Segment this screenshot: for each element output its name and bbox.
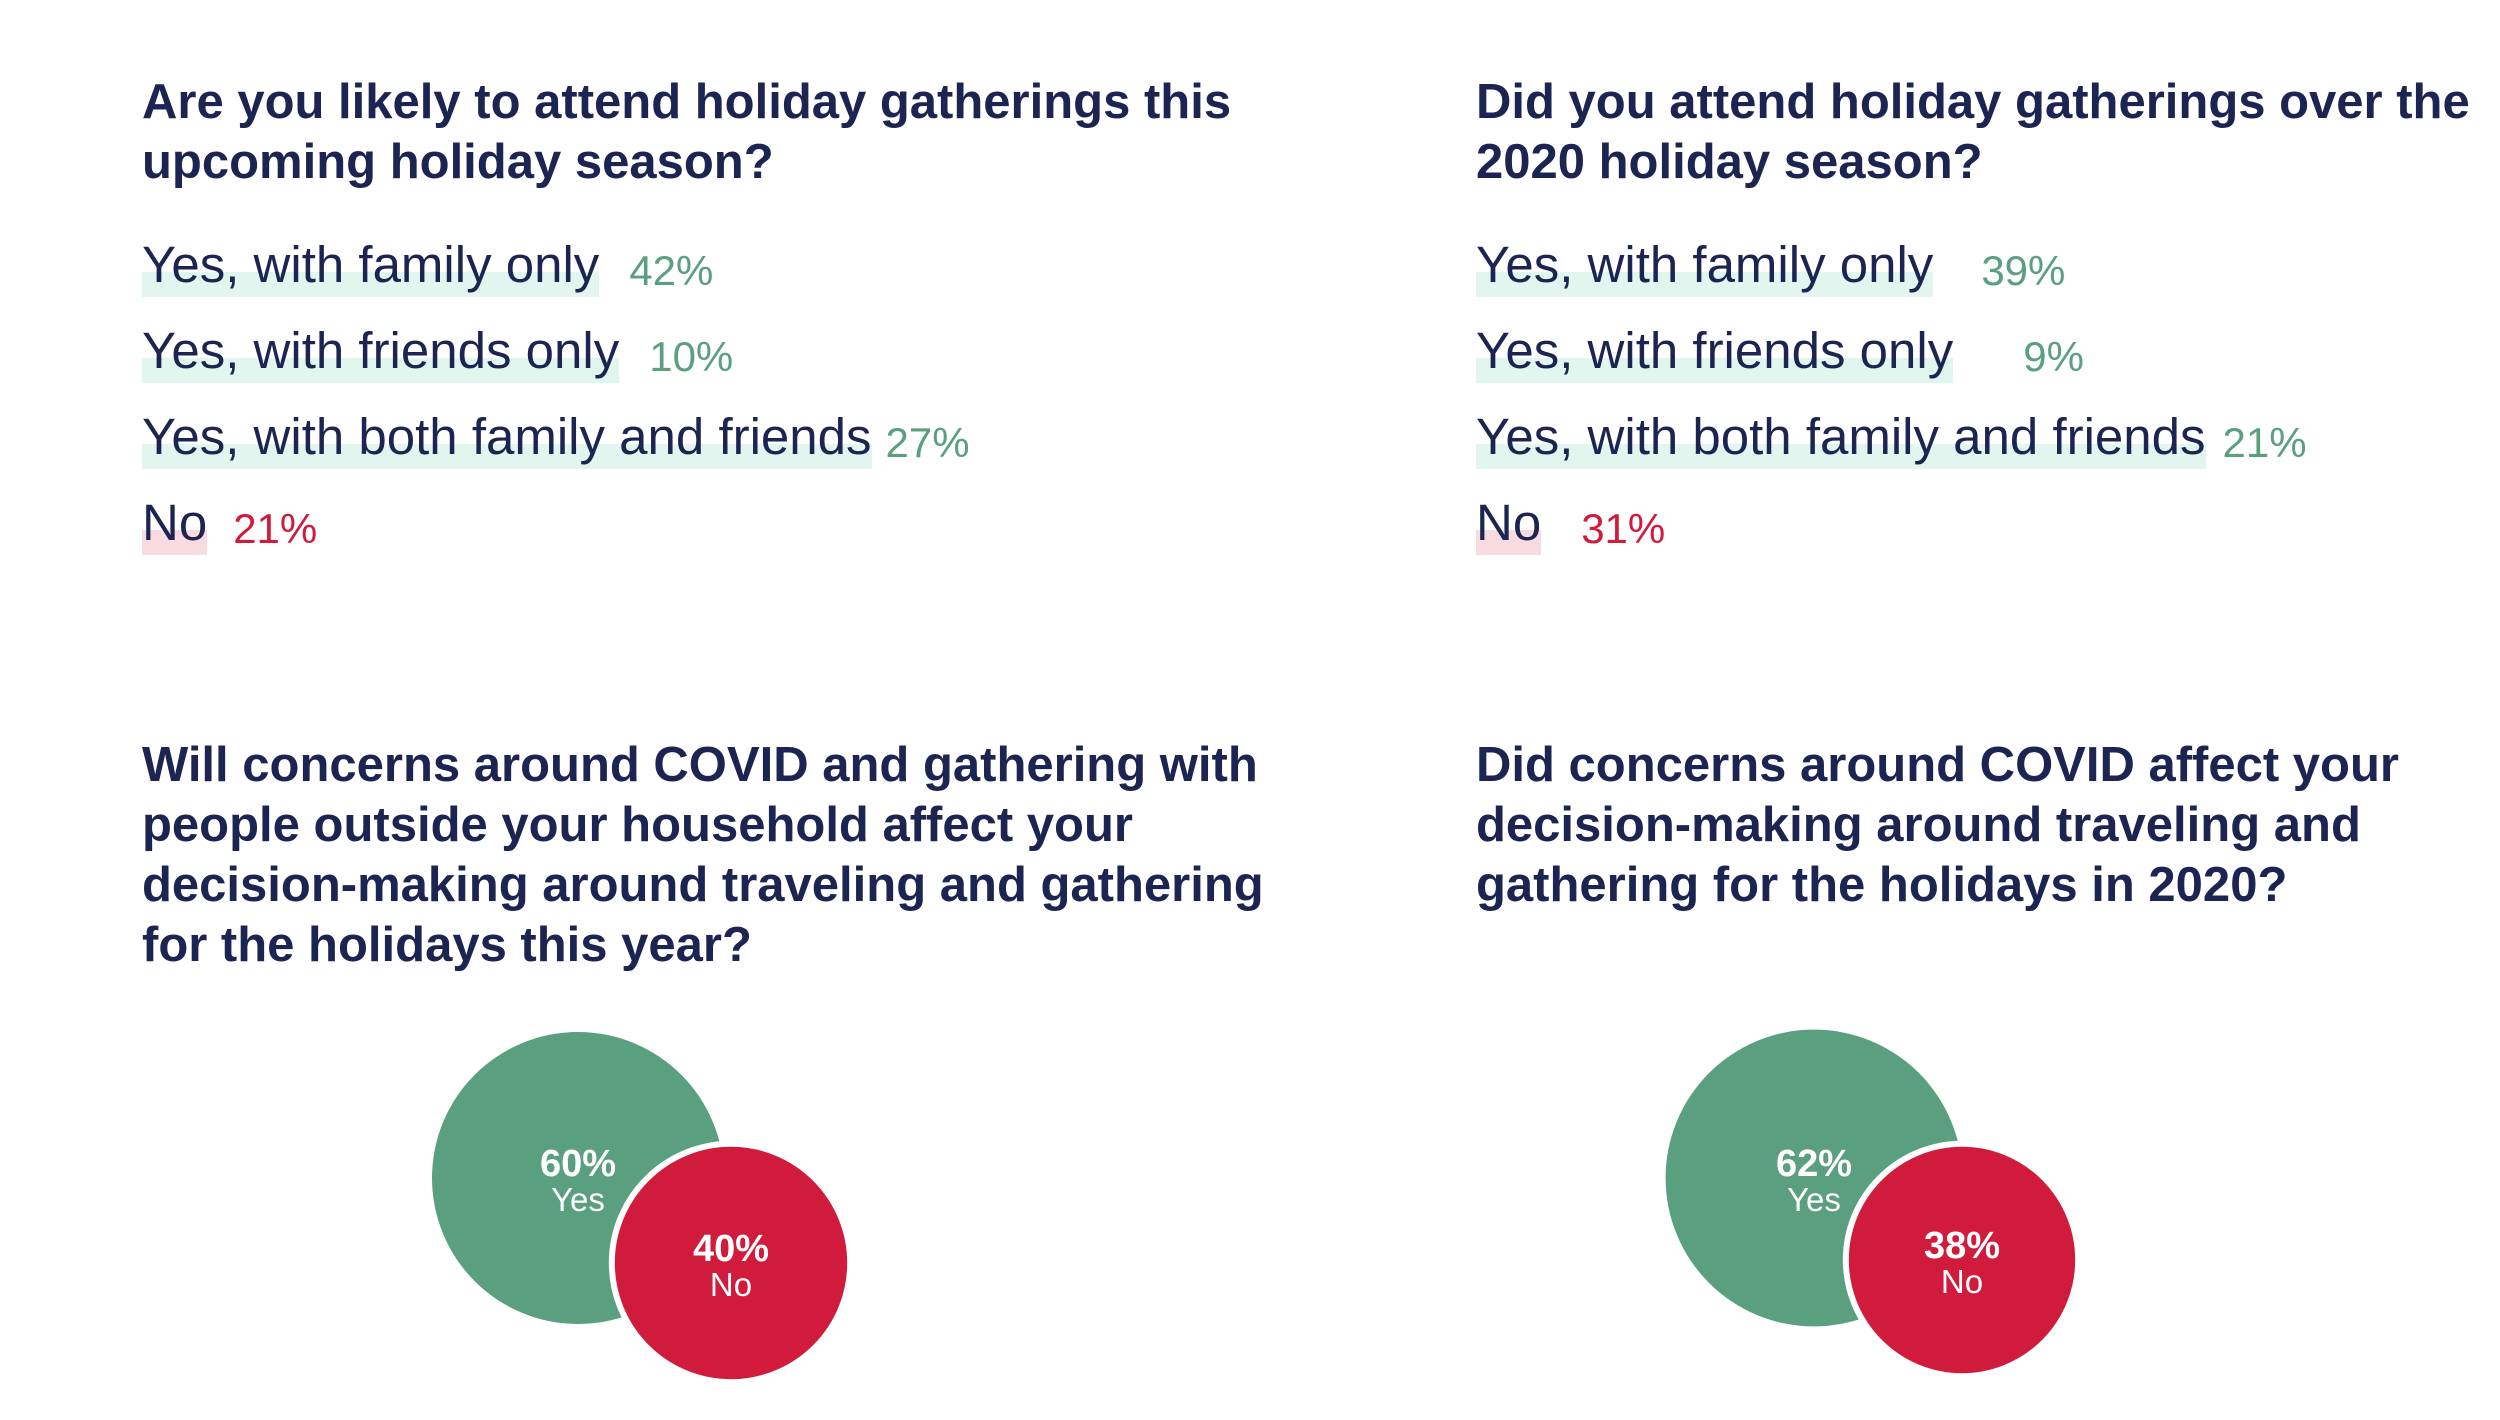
answer-list: Yes, with family only 39% Yes, with frie… <box>1476 235 2476 579</box>
bubble-no <box>1842 1140 2082 1380</box>
question-title: Did concerns around COVID affect your de… <box>1476 738 2399 912</box>
answer-value: 21% <box>2222 419 2307 466</box>
answer-value: 10% <box>649 333 734 380</box>
answer-label: Yes, with both family and friends <box>142 407 872 469</box>
panel-upcoming-attendance: Are you likely to attend holiday gatheri… <box>142 72 1292 579</box>
question-title: Will concerns around COVID and gathering… <box>142 738 1264 972</box>
answer-value: 21% <box>233 505 318 552</box>
bubble-no <box>608 1140 854 1386</box>
bubble-value-label: 38% <box>1924 1225 2000 1267</box>
answer-list: Yes, with family only 42% Yes, with frie… <box>142 235 1292 579</box>
answer-label: No <box>1476 493 1542 555</box>
answer-row: Yes, with friends only 9% <box>1476 321 2476 407</box>
panel-2020-concerns: Did concerns around COVID affect your de… <box>1476 735 2476 915</box>
answer-row: Yes, with friends only 10% <box>142 321 1292 407</box>
bubble-value-label: 62% <box>1776 1143 1852 1185</box>
bubble-category-label: Yes <box>551 1181 605 1218</box>
bubble-category-label: No <box>710 1266 752 1303</box>
bubble-value-label: 60% <box>540 1143 616 1185</box>
answer-row: Yes, with both family and friends 21% <box>1476 407 2476 493</box>
answer-label: Yes, with both family and friends <box>1476 407 2206 469</box>
answer-label: No <box>142 493 208 555</box>
answer-value: 31% <box>1581 505 1666 552</box>
answer-row: No 31% <box>1476 493 2476 579</box>
question-title: Did you attend holiday gatherings over t… <box>1476 75 2470 189</box>
panel-upcoming-concerns: Will concerns around COVID and gathering… <box>142 735 1292 975</box>
answer-value: 39% <box>1981 247 2066 294</box>
bubble-chart-upcoming: 60%Yes 40%No <box>432 1032 854 1386</box>
bubble-value-label: 40% <box>693 1228 769 1270</box>
bubble-category-label: Yes <box>1787 1181 1841 1218</box>
answer-value: 27% <box>885 419 970 466</box>
bubble-category-label: No <box>1941 1263 1983 1300</box>
answer-label: Yes, with friends only <box>1476 321 1954 383</box>
bubble-chart-2020: 62%Yes 38%No <box>1665 1029 2082 1380</box>
answer-label: Yes, with family only <box>1476 235 1934 297</box>
answer-row: Yes, with family only 39% <box>1476 235 2476 321</box>
answer-value: 9% <box>2023 333 2084 380</box>
answer-label: Yes, with family only <box>142 235 600 297</box>
panel-2020-attendance: Did you attend holiday gatherings over t… <box>1476 72 2476 579</box>
answer-row: Yes, with both family and friends 27% <box>142 407 1292 493</box>
answer-row: No 21% <box>142 493 1292 579</box>
question-title: Are you likely to attend holiday gatheri… <box>142 75 1232 189</box>
answer-value: 42% <box>629 247 714 294</box>
answer-row: Yes, with family only 42% <box>142 235 1292 321</box>
answer-label: Yes, with friends only <box>142 321 620 383</box>
